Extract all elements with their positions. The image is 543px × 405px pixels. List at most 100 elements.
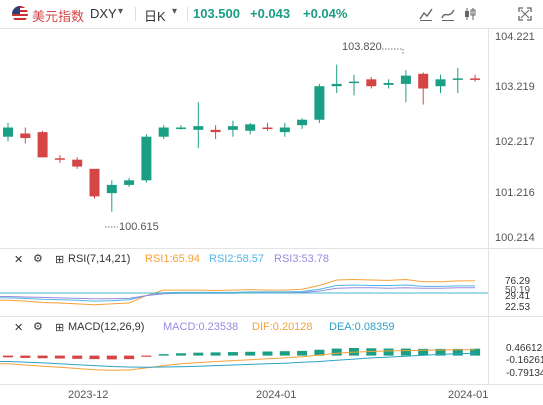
candle-body [418, 73, 429, 89]
expand-icon[interactable]: ⊞ [55, 254, 65, 266]
line-chart-icon[interactable] [417, 5, 435, 23]
rsi-axis-label: 76.29 [505, 276, 531, 287]
expand-icon[interactable]: ⊞ [55, 322, 65, 334]
timeframe-selector[interactable]: 日K [144, 9, 166, 24]
rsi-line-rsi1 [0, 278, 476, 306]
macd-bar [227, 352, 238, 356]
macd-bar [435, 348, 446, 356]
settings-icon[interactable]: ⚙ [33, 253, 43, 265]
macd-bar [418, 348, 429, 356]
price-axis-label: 104.221 [495, 31, 535, 43]
candle-body [106, 184, 117, 194]
draw-tools-icon[interactable] [461, 5, 479, 23]
candle-body [349, 81, 359, 84]
dif-value: DIF:0.20128 [252, 321, 313, 333]
macd-bar [89, 355, 100, 360]
dea-value: DEA:0.08359 [329, 321, 395, 333]
candle-body [89, 168, 100, 197]
candle-body [124, 180, 135, 185]
macd-bar [193, 352, 204, 356]
macd-axis-label: -0.16261 [506, 355, 543, 366]
candle-body [72, 159, 83, 167]
divider [135, 7, 136, 21]
candle-body [210, 129, 221, 133]
symbol-code[interactable]: DXY [90, 6, 117, 21]
high-marker [382, 48, 404, 54]
rsi-axis-label: 22.53 [505, 302, 531, 313]
rsi-series [0, 278, 476, 306]
price-axis-label: 102.217 [495, 136, 535, 148]
candle-body [141, 136, 152, 181]
candle-body [176, 127, 186, 130]
candle-body [314, 86, 325, 120]
candle-body [279, 127, 290, 133]
dea-line [0, 352, 476, 368]
macd-axis-label: 0.46612 [506, 343, 543, 354]
rsi2-value: RSI2:58.57 [209, 253, 265, 265]
macd-bar [314, 349, 325, 356]
candle-body [193, 126, 204, 130]
macd-axis-label: -0.79134 [506, 368, 543, 379]
candle-body [452, 78, 463, 80]
rsi-axis-label: 29.41 [505, 291, 531, 302]
macd-bar [54, 355, 65, 359]
macd-bar [245, 351, 256, 356]
macd-bar [470, 348, 481, 356]
dif-line [0, 349, 476, 371]
macd-value: MACD:0.23538 [163, 321, 239, 333]
macd-bar [452, 348, 463, 356]
macd-bar [158, 354, 169, 356]
candle-body [227, 126, 238, 130]
price-axis-label: 103.219 [495, 81, 535, 93]
price-change: +0.043 [250, 6, 291, 21]
candle-body [366, 79, 377, 87]
toolbar: 美元指数 DXY ▾ 日K ▾ 103.500 +0.043 +0.04% [0, 0, 543, 29]
close-icon[interactable]: ✕ [14, 254, 24, 266]
rsi-line-rsi2 [0, 284, 476, 302]
macd-title: MACD(12,26,9) [68, 321, 145, 333]
macd-bar [37, 355, 48, 359]
candle-body [245, 124, 256, 131]
candle-body [158, 127, 169, 137]
us-flag-icon [12, 6, 28, 22]
low-annotation: 100.615 [119, 221, 159, 233]
candle-body [400, 75, 411, 84]
macd-bar [3, 355, 13, 358]
rsi3-value: RSI3:53.78 [274, 253, 330, 265]
macd-series [0, 347, 481, 371]
last-price: 103.500 [193, 6, 240, 21]
symbol-name[interactable]: 美元指数 [32, 9, 85, 24]
macd-bar [331, 348, 342, 356]
candle-body [3, 127, 13, 137]
candle-body [470, 78, 481, 80]
macd-bar [262, 351, 273, 356]
candlestick-series [3, 64, 481, 212]
candle-body [54, 158, 65, 160]
chevron-down-icon[interactable]: ▾ [172, 6, 178, 17]
candle-body [37, 132, 48, 158]
settings-icon[interactable]: ⚙ [33, 321, 43, 333]
macd-bar [279, 351, 290, 356]
rsi-title: RSI(7,14,21) [68, 253, 131, 265]
macd-bar [141, 355, 152, 357]
candle-body [20, 133, 31, 139]
macd-bar [176, 353, 186, 356]
macd-bar [210, 352, 221, 356]
chevron-down-icon[interactable]: ▾ [118, 6, 124, 17]
x-axis-label: 2023-12 [68, 389, 109, 401]
macd-bar [124, 355, 135, 360]
fullscreen-icon[interactable] [516, 5, 534, 23]
candle-body [383, 82, 394, 85]
macd-bar [400, 348, 411, 356]
high-annotation: 103.820 [342, 41, 382, 53]
rsi-panel-header: ✕ ⚙ ⊞ RSI(7,14,21) RSI1:65.94 RSI2:58.57… [0, 253, 488, 269]
macd-bar [106, 355, 117, 360]
close-icon[interactable]: ✕ [14, 322, 24, 334]
divider [187, 7, 188, 21]
indicator-icon[interactable] [439, 5, 457, 23]
price-axis-label: 101.216 [495, 187, 535, 199]
candle-body [331, 83, 342, 87]
macd-bar [297, 350, 308, 356]
price-change-percent: +0.04% [303, 6, 348, 21]
